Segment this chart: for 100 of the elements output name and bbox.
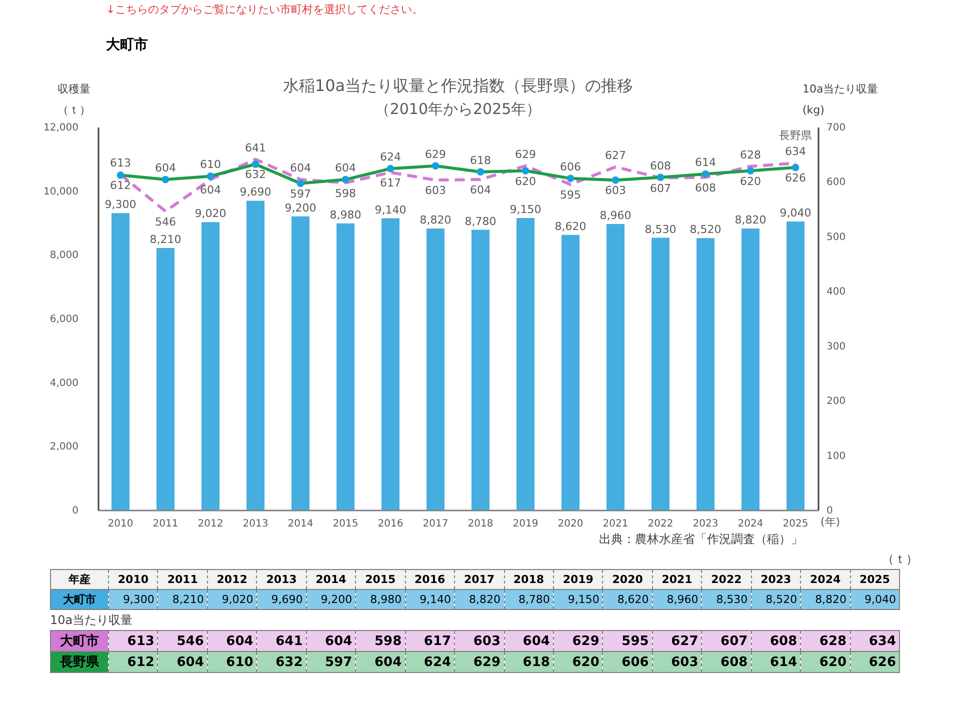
chart-title: 水稲10a当たり収量と作況指数（長野県）の推移 bbox=[282, 76, 634, 95]
data-label: 641 bbox=[245, 141, 266, 154]
category-label: 2019 bbox=[562, 573, 594, 586]
data-label: 624 bbox=[380, 150, 401, 164]
y-tick-label: 0 bbox=[72, 506, 78, 516]
category-label: 2017 bbox=[464, 573, 495, 586]
x-tick-label: 2021 bbox=[602, 518, 628, 530]
text: 9,040 bbox=[864, 593, 896, 606]
text: 608 bbox=[770, 634, 798, 648]
text: （ｔ） bbox=[882, 552, 918, 566]
text: 604 bbox=[374, 654, 402, 670]
text: 612 bbox=[127, 654, 154, 670]
text: 628 bbox=[819, 634, 847, 648]
text: 604 bbox=[176, 654, 204, 670]
data-label: 629 bbox=[425, 148, 446, 161]
data-label: 634 bbox=[785, 145, 806, 158]
data-label: 9,040 bbox=[780, 206, 812, 220]
x-tick-label: 2018 bbox=[468, 518, 494, 530]
data-label: 604 bbox=[290, 162, 311, 175]
y-tick-label: 8,000 bbox=[50, 250, 78, 262]
text: 8,520 bbox=[766, 593, 798, 606]
text: 620 bbox=[819, 654, 847, 670]
y2-axis-title: 10a当たり収量(kg) bbox=[802, 82, 878, 116]
y-tick-label: 10,000 bbox=[44, 186, 78, 198]
chart-subtitle: （2010年から2025年） bbox=[374, 100, 542, 118]
data-label: 608 bbox=[650, 159, 671, 172]
text: 9,300 bbox=[122, 593, 154, 606]
text: 8,820 bbox=[469, 593, 500, 606]
y-tick-label: 4,000 bbox=[50, 378, 78, 389]
data-label: 598 bbox=[335, 186, 356, 200]
data-label: 8,520 bbox=[690, 223, 722, 236]
data-label: 604 bbox=[335, 162, 356, 175]
text: 613 bbox=[127, 634, 154, 648]
data-label: 9,300 bbox=[104, 198, 136, 212]
text: 597 bbox=[325, 654, 352, 670]
text: 9,140 bbox=[420, 593, 452, 606]
data-label: 629 bbox=[515, 148, 536, 161]
x-tick-label: 2025 bbox=[782, 518, 808, 530]
data-label: 595 bbox=[560, 188, 581, 202]
category-label: 2013 bbox=[266, 573, 297, 586]
category-label: 2023 bbox=[760, 573, 792, 586]
y2-tick-label: 700 bbox=[826, 122, 846, 134]
data-label: 8,820 bbox=[420, 213, 452, 226]
category-label: 2022 bbox=[711, 573, 742, 586]
data-label: 597 bbox=[290, 187, 311, 200]
data-label: 8,820 bbox=[734, 213, 766, 226]
x-tick-label: 2024 bbox=[738, 518, 764, 530]
text: 8,530 bbox=[716, 593, 748, 606]
x-axis-title: (年) bbox=[820, 516, 840, 528]
text: 617 bbox=[424, 634, 452, 648]
text: 624 bbox=[424, 654, 452, 670]
data-label: 9,200 bbox=[284, 201, 316, 214]
text: 大町市 bbox=[50, 630, 108, 652]
text: 546 bbox=[176, 634, 204, 648]
text: 8,620 bbox=[617, 593, 649, 606]
text: 8,210 bbox=[172, 593, 204, 606]
text: 9,150 bbox=[568, 593, 600, 606]
data-label: 546 bbox=[155, 215, 176, 228]
data-label: 9,140 bbox=[374, 203, 406, 216]
text: 大町市 bbox=[106, 37, 148, 53]
category-label: 2024 bbox=[810, 573, 841, 586]
data-label: 8,530 bbox=[644, 222, 676, 236]
data-label: 627 bbox=[605, 148, 626, 162]
x-tick-label: 2019 bbox=[512, 518, 538, 530]
category-label: 2015 bbox=[365, 573, 396, 586]
data-label: 9,020 bbox=[194, 207, 226, 220]
text: 629 bbox=[572, 634, 600, 648]
data-label: 613 bbox=[110, 156, 131, 170]
data-label: 607 bbox=[650, 182, 671, 195]
text: 610 bbox=[226, 654, 254, 670]
text: 9,690 bbox=[271, 593, 303, 606]
annotation: 長野県 bbox=[779, 129, 812, 142]
data-label: 604 bbox=[200, 184, 221, 197]
data-label: 606 bbox=[560, 160, 581, 174]
text: 大町市 bbox=[50, 590, 108, 610]
text: 603 bbox=[671, 654, 698, 670]
text: 627 bbox=[671, 634, 698, 648]
text: 606 bbox=[622, 654, 649, 670]
category-label: 2012 bbox=[216, 573, 248, 586]
source-note: 出典：農林水産省「作況調査（稲）」 bbox=[599, 532, 803, 546]
data-label: 603 bbox=[605, 184, 626, 198]
x-tick-label: 2012 bbox=[198, 518, 224, 530]
data-label: 614 bbox=[695, 156, 716, 170]
category-label: 2020 bbox=[612, 573, 643, 586]
y2-tick-label: 300 bbox=[826, 341, 846, 352]
data-label: 632 bbox=[245, 168, 266, 182]
data-label: 9,690 bbox=[240, 186, 272, 199]
category-label: 2014 bbox=[316, 573, 346, 586]
text: 10a当たり収量 bbox=[50, 613, 133, 627]
x-tick-label: 2014 bbox=[288, 518, 314, 530]
data-label: 618 bbox=[470, 154, 491, 167]
y2-tick-label: 0 bbox=[826, 506, 833, 516]
data-label: 8,210 bbox=[150, 232, 182, 246]
y-tick-label: 2,000 bbox=[50, 442, 78, 453]
text: 8,980 bbox=[370, 593, 402, 606]
x-tick-label: 2017 bbox=[422, 518, 448, 530]
text: 604 bbox=[325, 634, 352, 648]
data-label: 603 bbox=[425, 184, 446, 198]
text: 641 bbox=[276, 634, 303, 648]
x-tick-label: 2013 bbox=[242, 518, 268, 530]
